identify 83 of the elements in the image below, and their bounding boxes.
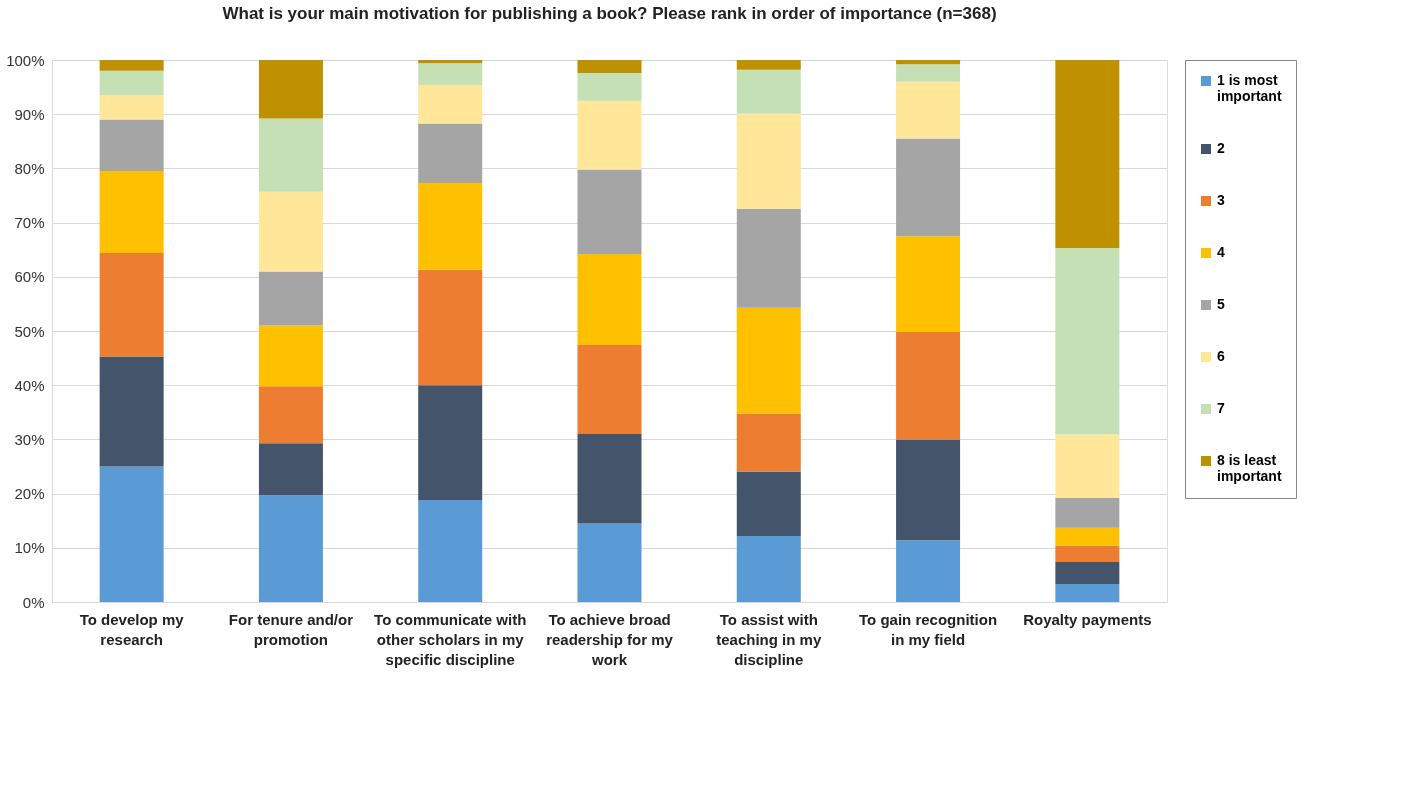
bar (896, 138, 961, 237)
x-tick-label: For tenure and/or promotion (228, 610, 354, 648)
bar (99, 171, 164, 253)
bar (736, 60, 801, 70)
y-tick-label: 60% (14, 268, 45, 286)
x-tick-label: Royalty payments (1023, 610, 1152, 628)
bar (736, 413, 801, 472)
chart-title: What is your main motivation for publishing a book? Please rank in order of importance (n=368) (222, 4, 997, 23)
bar (577, 523, 642, 602)
bar (418, 63, 483, 85)
y-tick-label: 20% (14, 485, 45, 503)
legend-label: 7 (1217, 400, 1225, 416)
bar (896, 332, 961, 440)
bar (99, 119, 164, 172)
bar (1055, 497, 1120, 528)
y-tick-label: 80% (14, 159, 45, 177)
legend-label: 3 (1217, 192, 1225, 208)
x-tick-label: To assist with teaching in my discipline (716, 610, 822, 668)
bar (1055, 561, 1120, 585)
bar (577, 73, 642, 101)
bar (577, 433, 642, 524)
bar (736, 471, 801, 536)
bar (1055, 60, 1120, 249)
bar (258, 191, 323, 272)
y-tick-label: 70% (14, 214, 45, 232)
bar (258, 443, 323, 496)
bar (99, 70, 164, 96)
bar (736, 113, 801, 210)
bar (896, 439, 961, 541)
bar (418, 183, 483, 270)
bar (1055, 248, 1120, 435)
bar (736, 209, 801, 308)
bar (99, 60, 164, 71)
y-tick-label: 40% (14, 376, 45, 394)
bar (258, 495, 323, 602)
y-tick-label: 50% (14, 322, 45, 340)
bar (418, 385, 483, 501)
bar (258, 118, 323, 192)
bar (99, 356, 164, 467)
bar (1055, 584, 1120, 602)
y-tick-label: 90% (14, 105, 45, 123)
bar (418, 123, 483, 184)
bar (418, 500, 483, 602)
bar (1055, 527, 1120, 546)
legend-label: 5 (1217, 296, 1225, 312)
bar (577, 169, 642, 255)
bar (577, 254, 642, 346)
bar (258, 271, 323, 326)
y-tick-label: 30% (14, 430, 45, 448)
bar (1055, 434, 1120, 498)
bar (418, 84, 483, 124)
bar (418, 60, 483, 64)
bar (896, 81, 961, 139)
bar (577, 100, 642, 170)
bar (418, 269, 483, 386)
y-tick-label: 0% (22, 593, 45, 611)
bar (896, 64, 961, 82)
bar (258, 386, 323, 444)
bar (99, 252, 164, 357)
bar (99, 466, 164, 602)
bar (736, 307, 801, 414)
bar (1055, 545, 1120, 562)
bar (896, 236, 961, 333)
x-tick-label: To communicate with other scholars in my specific discipline (374, 610, 527, 668)
legend-label: 8 is least important (1217, 452, 1282, 484)
bar (736, 535, 801, 602)
y-tick-label: 100% (6, 51, 45, 69)
x-tick-label: To develop my research (79, 610, 185, 648)
bar (99, 95, 164, 120)
bar (577, 60, 642, 74)
bar (896, 540, 961, 602)
legend-label: 6 (1217, 348, 1225, 364)
legend-label: 1 is most important (1217, 72, 1282, 104)
bar (258, 325, 323, 387)
y-tick-label: 10% (14, 539, 45, 557)
x-tick-label: To achieve broad readership for my work (546, 610, 674, 668)
x-tick-label: To gain recognition in my field (859, 610, 998, 648)
legend-label: 4 (1217, 244, 1225, 260)
bar (896, 60, 961, 65)
bar (736, 69, 801, 114)
bar (258, 60, 323, 119)
legend-label: 2 (1217, 140, 1225, 156)
bar (577, 345, 642, 434)
